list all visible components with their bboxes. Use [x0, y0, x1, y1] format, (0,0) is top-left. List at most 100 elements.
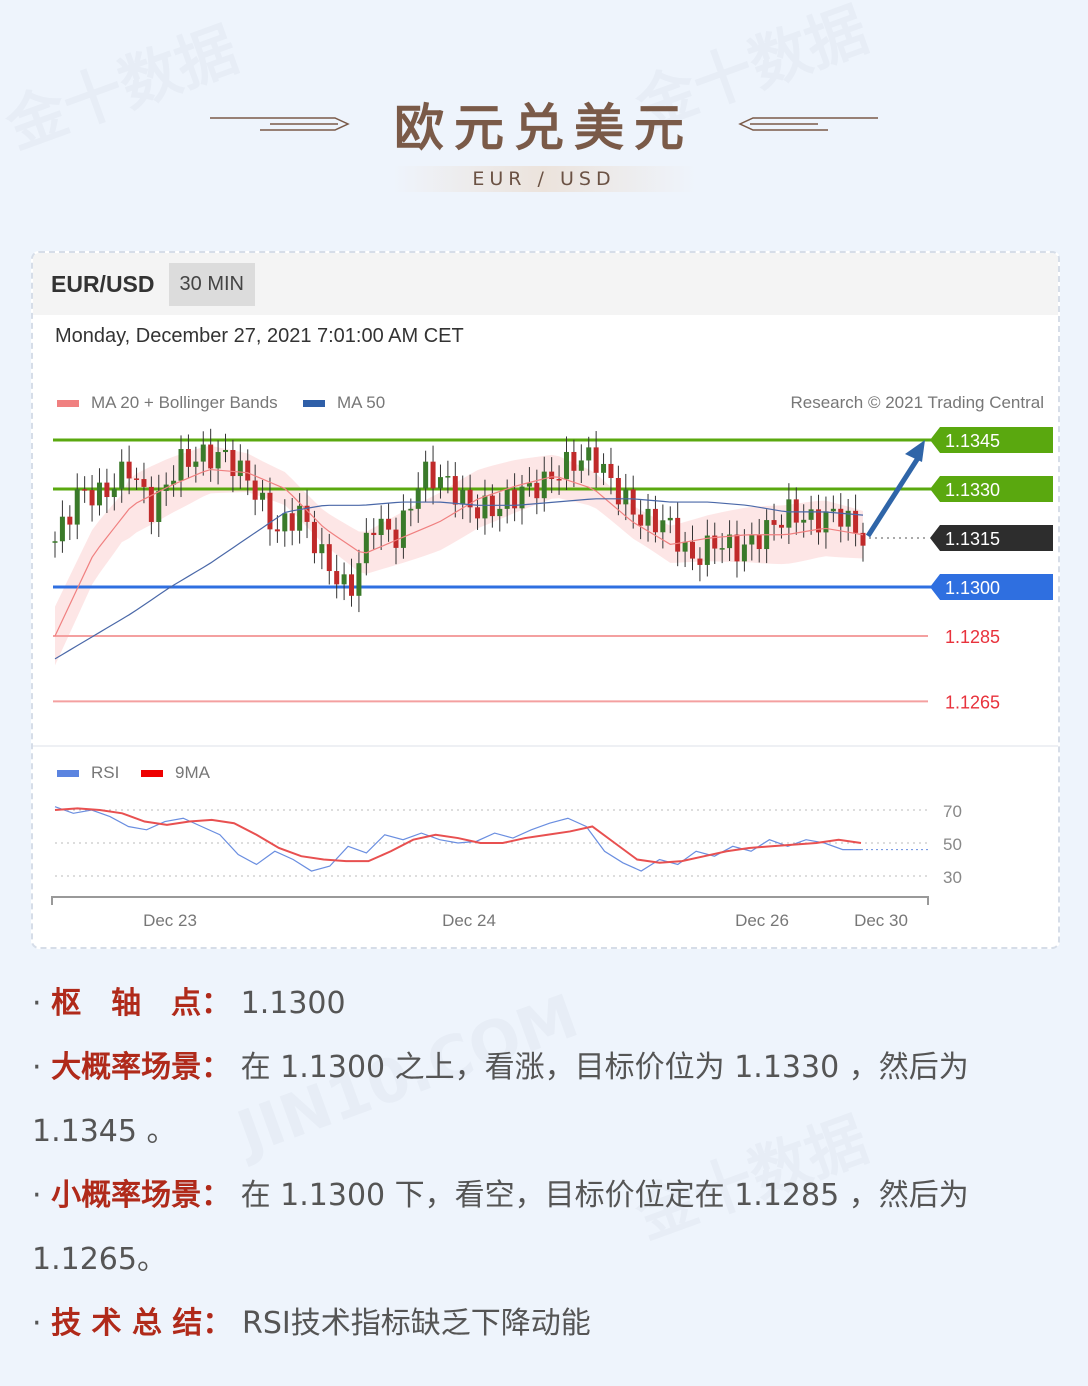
candle-body: [593, 447, 599, 473]
credit: Research © 2021 Trading Central: [791, 393, 1045, 413]
candle-body: [475, 507, 481, 519]
candle-body: [311, 521, 317, 554]
candle-body: [430, 461, 436, 489]
candle-body: [615, 478, 621, 505]
candle-body: [274, 529, 280, 532]
candle-body: [452, 476, 458, 505]
candle-body: [230, 449, 236, 477]
candle-body: [111, 488, 117, 498]
candle-body: [82, 489, 88, 491]
candle-body: [467, 489, 473, 508]
candle-body: [245, 460, 251, 481]
candle-body: [504, 489, 510, 509]
bull-label: 大概率场景：: [51, 1050, 232, 1085]
candle-body: [393, 529, 399, 548]
candle-body: [734, 534, 740, 562]
candle-body: [460, 489, 466, 505]
pivot-label: 枢 轴 点：: [51, 986, 232, 1021]
candle-body: [349, 574, 355, 596]
summary-text: RSI技术指标缺乏下降动能: [241, 1306, 591, 1341]
candle-body: [719, 548, 725, 550]
bear-text: 在 1.1300 下，看空，目标价位定在 1.1285 ，然后为 1.1265。: [32, 1178, 969, 1277]
candle-body: [778, 524, 784, 528]
candle-body: [319, 544, 325, 554]
legend-rsi: RSI: [57, 763, 119, 783]
level-label: 1.1315: [945, 529, 1000, 549]
candle-body: [437, 477, 443, 489]
chart-card: EUR/USD 30 MIN Monday, December 27, 2021…: [31, 251, 1060, 949]
legend-9ma: 9MA: [141, 763, 210, 783]
candle-body: [371, 532, 377, 536]
candle-body: [200, 444, 206, 462]
candle-body: [74, 489, 80, 525]
chart-datetime: Monday, December 27, 2021 7:01:00 AM CET: [55, 325, 464, 347]
candle-body: [67, 516, 73, 525]
page-subtitle: EUR / USD: [392, 166, 696, 192]
candle-body: [52, 541, 58, 543]
candle-body: [215, 452, 221, 469]
legend-ma20: MA 20 + Bollinger Bands: [57, 393, 278, 413]
candle-body: [334, 571, 340, 585]
candle-body: [178, 449, 184, 481]
candle-body: [830, 508, 836, 512]
candle-body: [222, 449, 228, 453]
candle-body: [89, 490, 95, 506]
level-label: 1.1330: [945, 480, 1000, 500]
candle-body: [801, 519, 807, 523]
candle-body: [341, 574, 347, 585]
candle-body: [386, 518, 392, 530]
candle-body: [378, 518, 384, 536]
candle-body: [126, 461, 132, 479]
candle-body: [756, 535, 762, 550]
candle-body: [860, 532, 866, 546]
candle-body: [638, 514, 644, 526]
candle-body: [526, 482, 532, 487]
candle-body: [645, 508, 651, 526]
candle-body: [237, 460, 243, 477]
candle-body: [712, 535, 718, 549]
candle-body: [816, 509, 822, 533]
ma20-line: [54, 468, 864, 637]
candle-body: [682, 541, 688, 552]
candle-body: [623, 489, 629, 505]
summary-row: · 技 术 总 结： RSI技术指标缺乏下降动能: [32, 1306, 591, 1341]
legend-ma50-label: MA 50: [337, 393, 386, 412]
bull-scenario: · 大概率场景： 在 1.1300 之上，看涨，目标价位为 1.1330 ，然后…: [32, 1050, 969, 1149]
candle-body: [415, 488, 421, 509]
bear-scenario: · 小概率场景： 在 1.1300 下，看空，目标价位定在 1.1285 ，然后…: [32, 1178, 969, 1277]
legend-9ma-label: 9MA: [175, 763, 210, 782]
forecast-arrowhead: [905, 440, 925, 462]
candle-body: [289, 513, 295, 531]
candle-body: [260, 492, 266, 500]
candle-body: [838, 508, 844, 527]
legend-rsi-label: RSI: [91, 763, 120, 782]
candle-body: [185, 449, 191, 467]
candle-body: [793, 499, 799, 523]
candle-body: [586, 447, 592, 461]
pair-label: EUR/USD: [51, 270, 155, 297]
candle-body: [771, 520, 777, 525]
candle-body: [601, 463, 607, 473]
pivot-row: · 枢 轴 点： 1.1300: [32, 986, 346, 1021]
level-tag: [930, 525, 1053, 552]
pivot-value: 1.1300: [240, 986, 346, 1021]
candle-body: [519, 486, 525, 509]
left-ornament: [210, 117, 350, 131]
candle-body: [823, 511, 829, 533]
candle-body: [512, 489, 518, 509]
candle-body: [667, 517, 673, 521]
candle-body: [578, 460, 584, 471]
ma9-line: [54, 807, 862, 864]
candle-body: [171, 480, 177, 485]
page-header: 欧元兑美元 EUR / USD: [0, 88, 1088, 192]
bollinger-band: [55, 445, 863, 666]
candle-body: [141, 479, 147, 487]
candle-body: [697, 558, 703, 565]
ma50-line: [54, 498, 864, 660]
rsi-tick-label: 70: [943, 802, 962, 821]
level-label: 1.1265: [945, 692, 1000, 712]
page-title: 欧元兑美元: [394, 99, 694, 157]
candle-body: [356, 563, 362, 596]
candle-body: [134, 478, 140, 480]
candle-body: [853, 510, 859, 533]
